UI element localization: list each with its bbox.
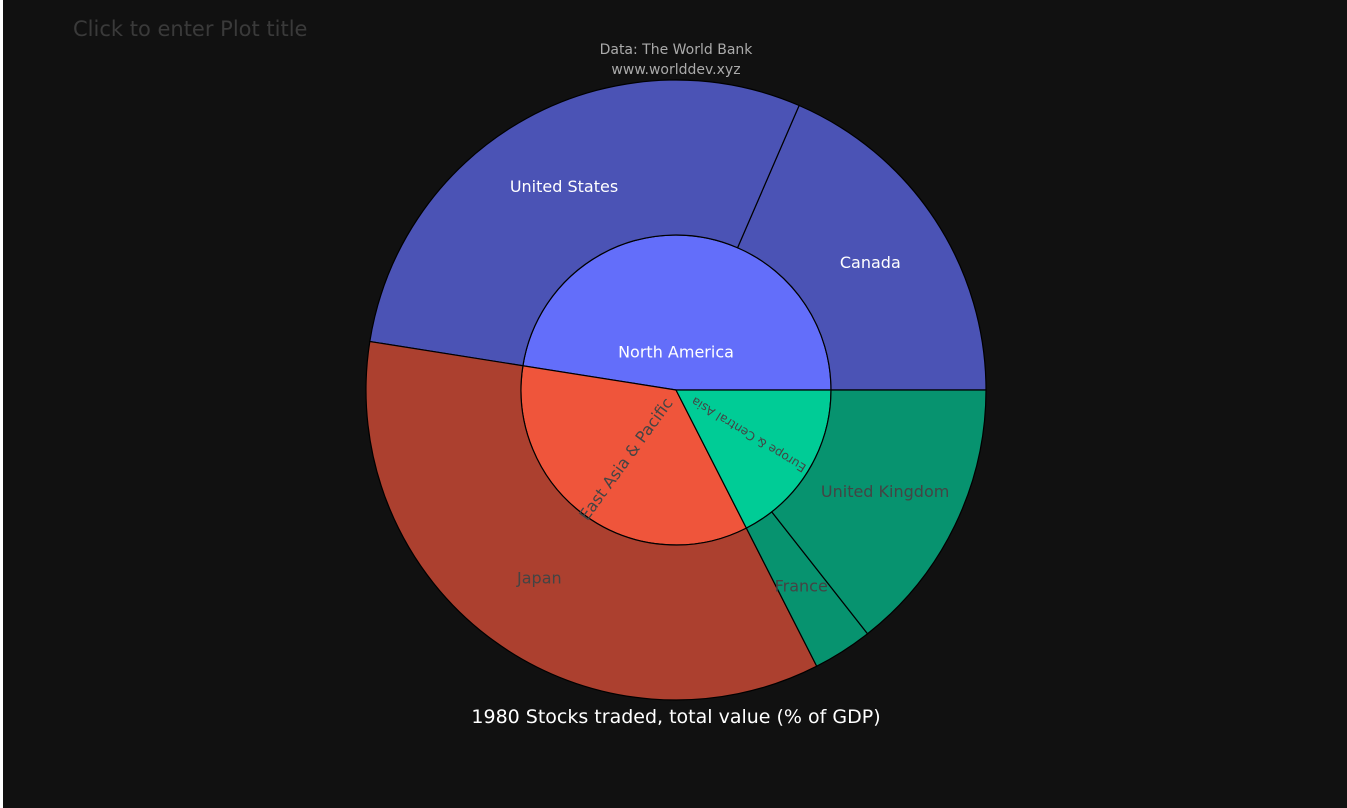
- label-united-states: United States: [510, 177, 618, 196]
- plot-title-placeholder[interactable]: Click to enter Plot title: [73, 17, 308, 41]
- label-canada: Canada: [840, 253, 901, 272]
- sector-japan[interactable]: [365, 340, 818, 701]
- label-north-america: North America: [618, 343, 734, 362]
- label-united-kingdom: United Kingdom: [821, 482, 949, 501]
- sector-united-kingdom[interactable]: [770, 389, 987, 635]
- footer-annotation: 1980 Stocks traded, total value (% of GD…: [471, 706, 880, 728]
- sunburst-segments: [365, 79, 987, 701]
- sector-canada[interactable]: [736, 104, 987, 391]
- label-japan: Japan: [516, 569, 562, 588]
- source-annotation-line1: Data: The World Bank: [600, 42, 754, 58]
- label-france: France: [775, 576, 828, 595]
- sector-united-states[interactable]: [369, 79, 800, 367]
- source-annotation-line2: www.worlddev.xyz: [611, 62, 740, 78]
